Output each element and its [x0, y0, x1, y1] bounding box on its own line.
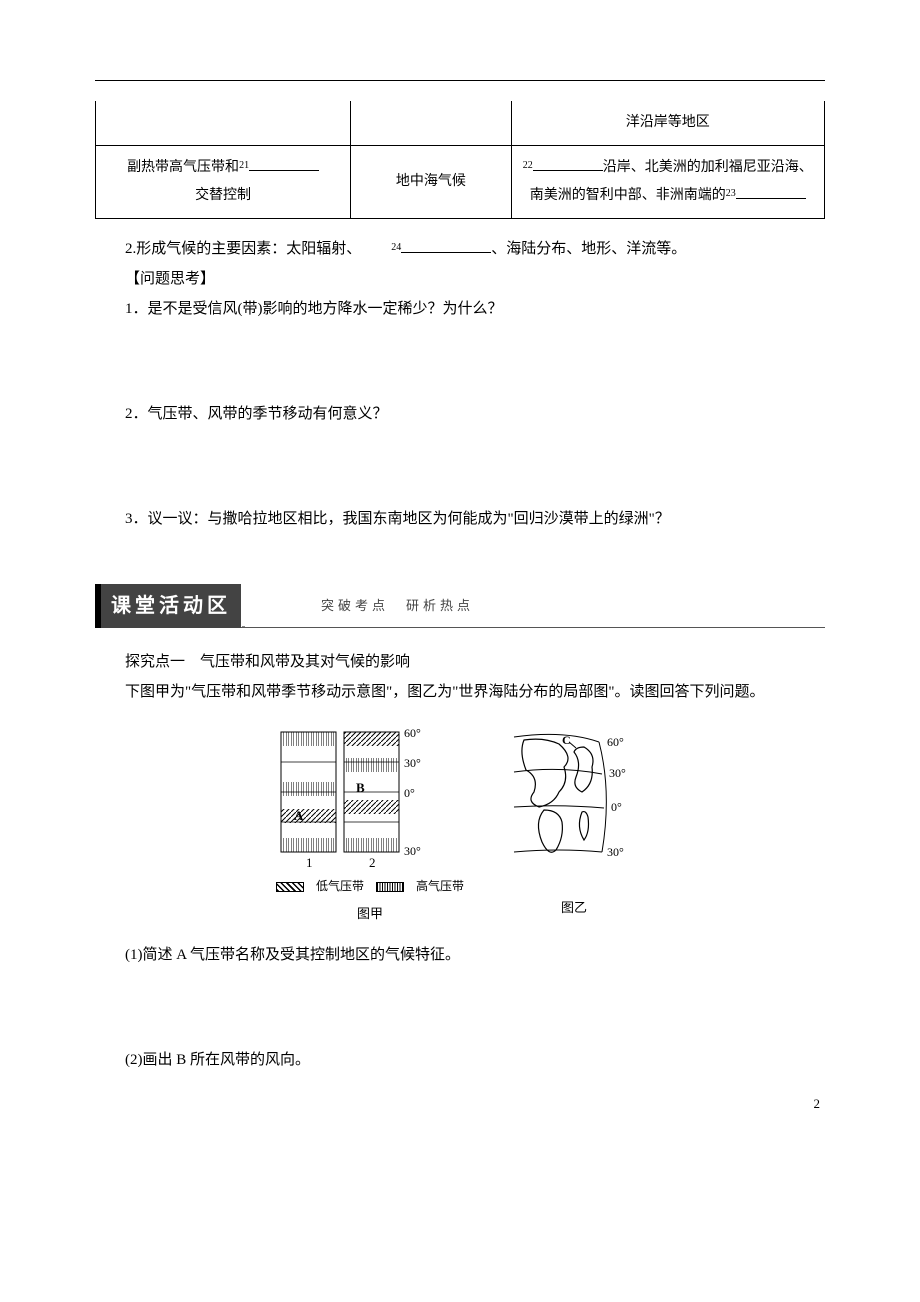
factors-line: 2.形成气候的主要因素：太阳辐射、24、海陆分布、地形、洋流等。: [95, 234, 825, 264]
diagram-yi: C 60° 30° 0° 30° 图乙: [504, 722, 644, 919]
caption-yi: 图乙: [504, 896, 644, 919]
banner-subtitle: 突破考点 研析热点: [241, 584, 825, 628]
legend-low-icon: [276, 882, 304, 892]
svg-text:0°: 0°: [404, 786, 415, 800]
svg-text:B: B: [356, 780, 365, 795]
diagram-area: A B: [95, 722, 825, 925]
legend-high-icon: [376, 882, 404, 892]
svg-text:30°: 30°: [404, 756, 421, 770]
svg-text:60°: 60°: [607, 735, 624, 749]
sub-question-2: (2)画出 B 所在风带的风向。: [95, 1045, 825, 1075]
caption-jia: 图甲: [276, 902, 464, 925]
table-r2c1: 副热带高气压带和21 交替控制: [96, 146, 351, 219]
svg-text:30°: 30°: [607, 845, 624, 859]
question-1: 1．是不是受信风(带)影响的地方降水一定稀少？为什么？: [95, 294, 825, 324]
svg-text:A: A: [294, 808, 304, 823]
table-r1c3: 洋沿岸等地区: [626, 115, 710, 130]
banner-title: 课堂活动区: [95, 584, 241, 628]
svg-text:0°: 0°: [611, 800, 622, 814]
explore-title: 探究点一 气压带和风带及其对气候的影响: [95, 647, 825, 677]
table-r2c3: 22沿岸、北美洲的加利福尼亚沿海、南美洲的智利中部、非洲南端的23: [511, 146, 824, 219]
explore-intro: 下图甲为"气压带和风带季节移动示意图"，图乙为"世界海陆分布的局部图"。读图回答…: [95, 677, 825, 707]
climate-table: 洋沿岸等地区 副热带高气压带和21 交替控制 地中海气候 22沿岸、北美洲的加利…: [95, 101, 825, 219]
sub-question-1: (1)简述 A 气压带名称及受其控制地区的气候特征。: [95, 940, 825, 970]
question-2: 2．气压带、风带的季节移动有何意义？: [95, 399, 825, 429]
table-r2c2: 地中海气候: [351, 146, 511, 219]
svg-text:1: 1: [306, 855, 313, 870]
section-banner: 课堂活动区 突破考点 研析热点: [95, 584, 825, 627]
svg-text:30°: 30°: [609, 766, 626, 780]
diagram-jia: A B: [276, 722, 464, 925]
svg-text:30°: 30°: [404, 844, 421, 858]
page-number: 2: [814, 1092, 821, 1115]
svg-text:60°: 60°: [404, 726, 421, 740]
svg-text:2: 2: [369, 855, 376, 870]
legend: 低气压带 高气压带: [276, 876, 464, 898]
question-3: 3．议一议：与撒哈拉地区相比，我国东南地区为何能成为"回归沙漠带上的绿洲"？: [95, 504, 825, 534]
sikao-header: 【问题思考】: [95, 264, 825, 294]
svg-text:C: C: [562, 733, 571, 747]
